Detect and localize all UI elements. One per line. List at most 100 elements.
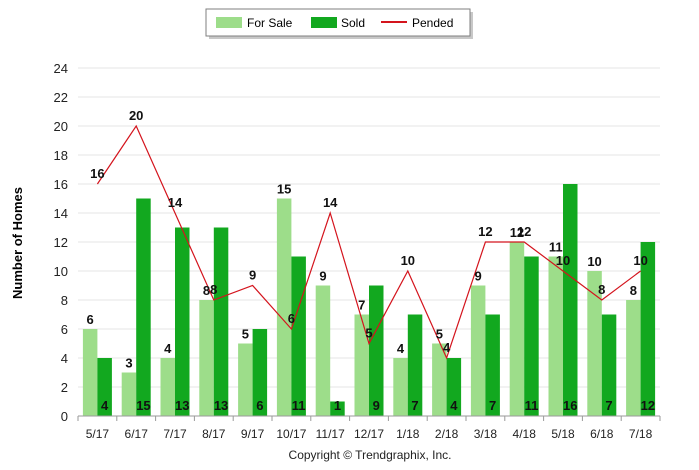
pended-value-label: 8 [210,282,217,297]
y-tick-label: 20 [54,119,68,134]
for-sale-value-label: 5 [242,327,249,342]
pended-value-label: 12 [478,224,492,239]
pended-value-label: 16 [90,166,104,181]
for-sale-value-label: 4 [164,341,172,356]
x-tick-label: 6/18 [590,427,614,441]
bar-for-sale [315,285,331,416]
bar-sold [640,242,656,416]
bar-for-sale [626,300,641,416]
pended-value-label: 9 [249,268,256,283]
legend: For Sale Sold Pended [205,8,473,39]
bar-for-sale [470,285,486,416]
y-tick-label: 16 [54,177,68,192]
for-sale-value-label: 8 [630,283,637,298]
bar-for-sale [199,300,214,416]
x-tick-label: 5/17 [86,427,110,441]
bar-sold [485,314,500,416]
sold-value-label: 9 [373,398,380,413]
x-tick-label: 9/17 [241,427,265,441]
pended-value-label: 10 [556,253,570,268]
bar-sold [524,256,539,416]
pended-value-label: 6 [288,311,295,326]
y-tick-label: 18 [54,148,68,163]
y-tick-label: 2 [61,380,68,395]
pended-value-label: 4 [443,340,451,355]
y-tick-label: 12 [54,235,68,250]
x-tick-label: 5/18 [551,427,575,441]
for-sale-value-label: 15 [277,182,291,197]
bar-for-sale [160,358,175,416]
for-sale-value-label: 6 [87,312,94,327]
pended-value-label: 8 [598,282,605,297]
bar-sold [97,358,112,416]
bar-sold [136,198,151,416]
pended-line [96,124,641,360]
y-tick-label: 0 [61,409,68,424]
pended-value-label: 10 [633,253,647,268]
bar-sold [407,314,423,416]
x-tick-label: 3/18 [474,427,498,441]
sold-value-label: 7 [411,398,418,413]
for-sale-value-label: 9 [319,269,326,284]
y-axis-label: Number of Homes [10,187,25,299]
for-sale-value-label: 5 [436,327,443,342]
y-tick-label: 6 [61,322,68,337]
legend-label-for-sale: For Sale [247,16,293,30]
x-tick-label: 10/17 [276,427,306,441]
legend-label-pended: Pended [412,16,453,30]
sold-value-label: 16 [563,398,577,413]
pended-value-label: 14 [323,195,338,210]
y-tick-label: 14 [54,206,68,221]
sold-value-label: 7 [489,398,496,413]
bar-sold [563,184,578,416]
bar-for-sale [432,343,447,416]
bar-for-sale [82,329,98,416]
x-axis-categories: 5/17 6/17 7/17 8/17 9/17 10/17 11/17 12/17 1/18 2… [86,427,653,441]
legend-swatch-sold [311,17,337,28]
y-tick-label: 24 [54,61,68,76]
for-sale-value-label: 12 [510,225,524,240]
legend-label-sold: Sold [341,16,365,30]
x-tick-label: 12/17 [354,427,384,441]
bar-sold [446,358,462,416]
bar-for-sale [276,198,292,416]
bar-for-sale [238,343,253,416]
y-tick-label: 4 [61,351,68,366]
sold-value-label: 13 [175,398,189,413]
for-sale-value-label: 8 [203,283,210,298]
for-sale-value-label: 3 [125,356,132,371]
x-tick-label: 2/18 [435,427,459,441]
bar-sold [601,314,617,416]
bar-for-sale [121,372,137,416]
copyright-text: Copyright © Trendgraphix, Inc. [289,448,452,462]
bar-for-sale [587,271,602,416]
sold-value-label: 12 [641,398,655,413]
for-sale-value-label: 10 [587,254,601,269]
sold-value-label: 1 [334,398,341,413]
x-tick-label: 4/18 [513,427,537,441]
bar-sold [175,227,190,416]
pended-value-label: 12 [517,224,531,239]
for-sale-value-label: 4 [397,341,405,356]
y-tick-label: 8 [61,293,68,308]
bar-for-sale [548,256,563,416]
bar-sold [330,401,345,416]
bars [82,184,656,416]
x-tick-label: 11/17 [316,427,345,441]
y-tick-label: 22 [54,90,68,105]
bar-for-sale [509,242,525,416]
bar-for-sale [354,314,369,416]
y-tick-label: 10 [54,264,68,279]
x-tick-label: 6/17 [125,427,149,441]
for-sale-value-label: 11 [549,240,563,255]
x-axis [77,415,661,421]
x-tick-label: 7/18 [629,427,653,441]
sold-value-label: 13 [214,398,228,413]
sold-value-label: 11 [525,398,539,413]
bar-sold [252,329,268,416]
for-sale-value-label: 9 [475,269,482,284]
pended-series-line [96,124,641,360]
bar-for-sale [393,358,408,416]
